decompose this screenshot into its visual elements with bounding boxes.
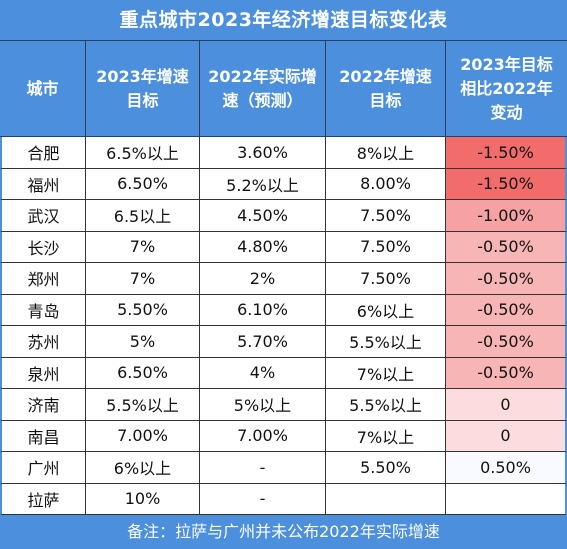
cell-city: 武汉 — [0, 200, 86, 232]
cell-target-2022: 7.50% — [326, 231, 446, 263]
table-row: 济南 5.5%以上 5%以上 5.5%以上 0 — [0, 389, 567, 421]
cell-target-2023: 7.00% — [86, 420, 200, 452]
table-row: 武汉 6.5以上 4.50% 7.50% -1.00% — [0, 200, 567, 232]
cell-actual-2022: 7.00% — [200, 420, 326, 452]
cell-city: 广州 — [0, 452, 86, 484]
cell-city: 长沙 — [0, 231, 86, 263]
cell-target-2022: 5.50% — [326, 452, 446, 484]
column-header-target-2023: 2023年增速 目标 — [86, 40, 200, 137]
cell-target-2022: 5.5%以上 — [326, 389, 446, 421]
cell-change: 0 — [446, 420, 567, 452]
cell-actual-2022: 4.50% — [200, 200, 326, 232]
column-header-change: 2023年目标 相比2022年 变动 — [446, 40, 567, 137]
cell-city: 济南 — [0, 389, 86, 421]
cell-actual-2022: 5.70% — [200, 326, 326, 358]
table-row: 青岛 5.50% 6.10% 6%以上 -0.50% — [0, 294, 567, 326]
cell-change: -1.00% — [446, 200, 567, 232]
cell-target-2023: 6.50% — [86, 168, 200, 200]
table-note: 备注：拉萨与广州并未公布2022年实际增速 — [127, 522, 440, 541]
column-header-line: 2022年增速 — [339, 66, 432, 86]
cell-change — [446, 483, 567, 515]
cell-target-2022: 7%以上 — [326, 420, 446, 452]
cell-actual-2022: 2% — [200, 263, 326, 295]
cell-change: -0.50% — [446, 231, 567, 263]
cell-actual-2022: 4.80% — [200, 231, 326, 263]
column-header-line: 变动 — [490, 102, 523, 122]
table-row: 南昌 7.00% 7.00% 7%以上 0 — [0, 420, 567, 452]
column-header-line: 城市 — [26, 78, 59, 98]
cell-change: 0.50% — [446, 452, 567, 484]
cell-change: -0.50% — [446, 326, 567, 358]
table-row: 福州 6.50% 5.2%以上 8.00% -1.50% — [0, 168, 567, 200]
table-row: 长沙 7% 4.80% 7.50% -0.50% — [0, 231, 567, 263]
column-header-line: 目标 — [126, 90, 159, 110]
cell-change: -1.50% — [446, 137, 567, 169]
cell-change: -0.50% — [446, 357, 567, 389]
column-header-line: 速（预测） — [222, 90, 303, 110]
column-header-actual-2022: 2022年实际增 速（预测） — [200, 40, 326, 137]
cell-city: 苏州 — [0, 326, 86, 358]
cell-target-2023: 5.50% — [86, 294, 200, 326]
cell-city: 郑州 — [0, 263, 86, 295]
cell-actual-2022: 3.60% — [200, 137, 326, 169]
column-header-city: 城市 — [0, 40, 86, 137]
cell-target-2022: 6%以上 — [326, 294, 446, 326]
column-header-line: 2023年增速 — [96, 66, 189, 86]
cell-target-2023: 7% — [86, 263, 200, 295]
cell-target-2023: 6%以上 — [86, 452, 200, 484]
cell-target-2022: 5.5%以上 — [326, 326, 446, 358]
table-body: 合肥 6.5%以上 3.60% 8%以上 -1.50% 福州 6.50% 5.2%以上 8.00… — [0, 137, 567, 515]
cell-change: 0 — [446, 389, 567, 421]
column-header-line: 相比2022年 — [460, 78, 553, 98]
cell-change: -1.50% — [446, 168, 567, 200]
table-row: 合肥 6.5%以上 3.60% 8%以上 -1.50% — [0, 137, 567, 169]
cell-target-2023: 5.5%以上 — [86, 389, 200, 421]
table-row: 泉州 6.50% 4% 7%以上 -0.50% — [0, 357, 567, 389]
cell-target-2022: 7.50% — [326, 263, 446, 295]
cell-target-2022: 7%以上 — [326, 357, 446, 389]
column-header-line: 2023年目标 — [460, 54, 553, 74]
cell-target-2023: 5% — [86, 326, 200, 358]
column-header-target-2022: 2022年增速 目标 — [326, 40, 446, 137]
cell-target-2023: 6.50% — [86, 357, 200, 389]
cell-target-2023: 10% — [86, 483, 200, 515]
cell-actual-2022: - — [200, 483, 326, 515]
table-row: 拉萨 10% - — [0, 483, 567, 515]
cell-actual-2022: 6.10% — [200, 294, 326, 326]
cell-city: 福州 — [0, 168, 86, 200]
cell-actual-2022: 5.2%以上 — [200, 168, 326, 200]
cell-city: 泉州 — [0, 357, 86, 389]
cell-target-2022 — [326, 483, 446, 515]
cell-target-2022: 8%以上 — [326, 137, 446, 169]
cell-target-2023: 6.5%以上 — [86, 137, 200, 169]
column-header-row: 城市 2023年增速 目标 2022年实际增 速（预测） 2022年增速 目标 2023年目标… — [0, 40, 567, 137]
table-title: 重点城市2023年经济增速目标变化表 — [119, 9, 448, 31]
cell-city: 南昌 — [0, 420, 86, 452]
cell-change: -0.50% — [446, 263, 567, 295]
cell-city: 合肥 — [0, 137, 86, 169]
cell-target-2022: 7.50% — [326, 200, 446, 232]
cell-actual-2022: 4% — [200, 357, 326, 389]
cell-target-2022: 8.00% — [326, 168, 446, 200]
table-row: 苏州 5% 5.70% 5.5%以上 -0.50% — [0, 326, 567, 358]
cell-actual-2022: 5%以上 — [200, 389, 326, 421]
cell-city: 拉萨 — [0, 483, 86, 515]
cell-actual-2022: - — [200, 452, 326, 484]
column-header-line: 目标 — [369, 90, 402, 110]
table-row: 郑州 7% 2% 7.50% -0.50% — [0, 263, 567, 295]
cell-change: -0.50% — [446, 294, 567, 326]
cell-target-2023: 7% — [86, 231, 200, 263]
column-header-line: 2022年实际增 — [208, 66, 317, 86]
table-row: 广州 6%以上 -5.50% 0.50% — [0, 452, 567, 484]
cell-city: 青岛 — [0, 294, 86, 326]
cell-target-2023: 6.5以上 — [86, 200, 200, 232]
